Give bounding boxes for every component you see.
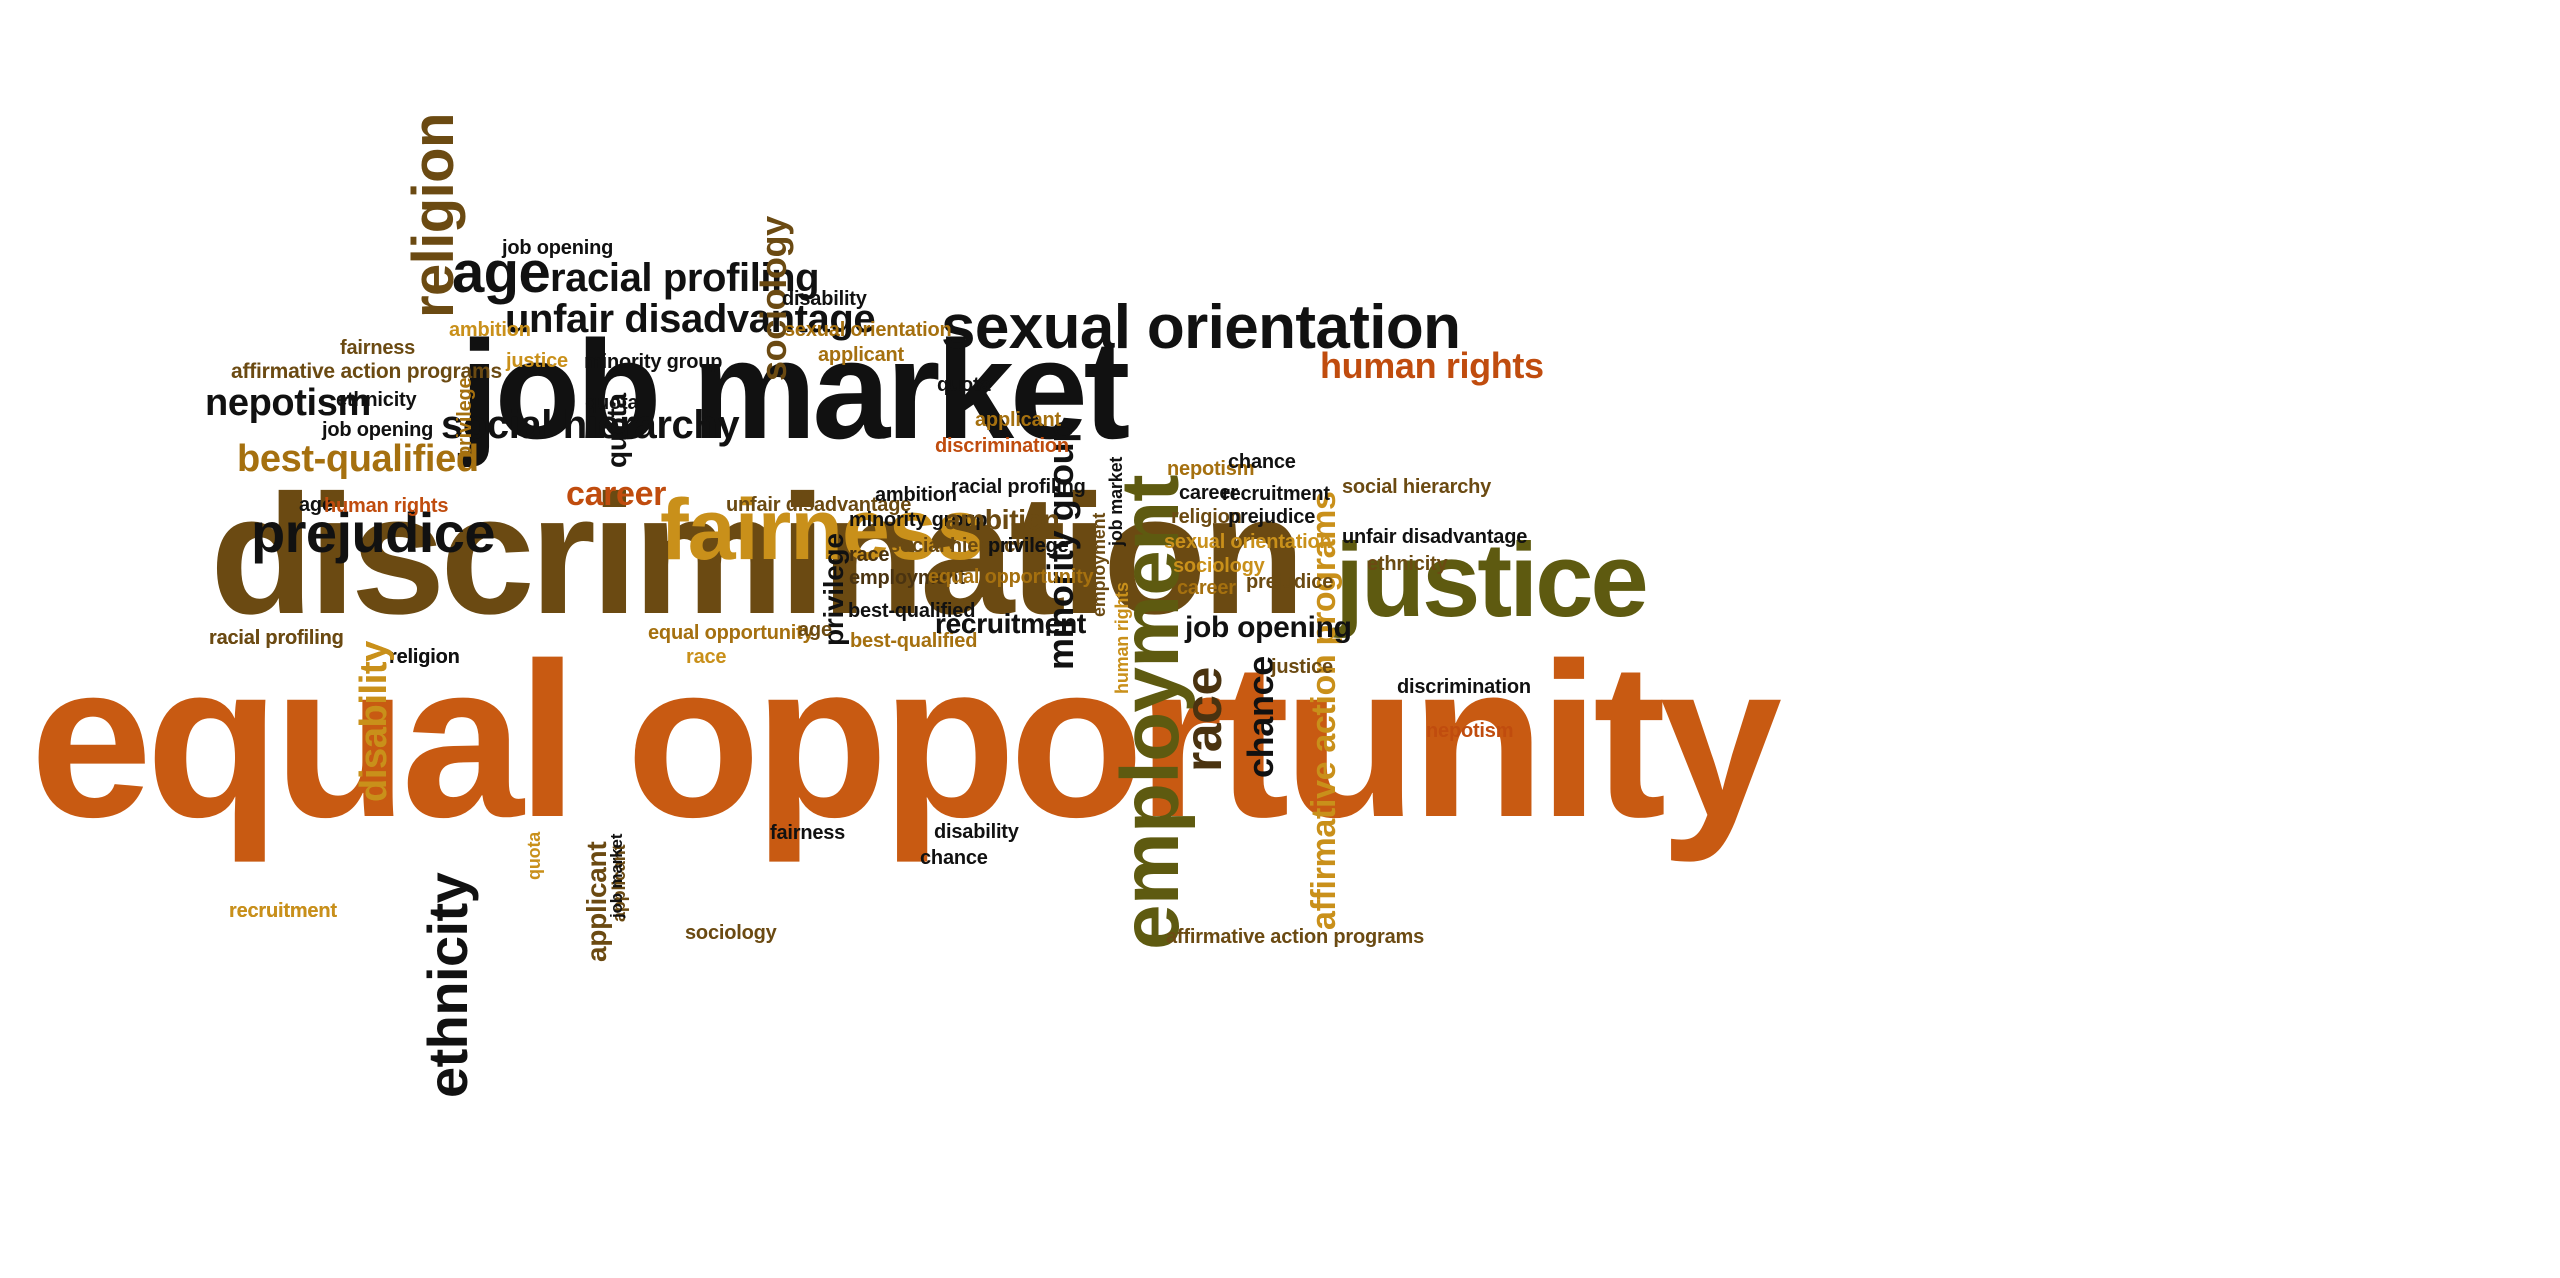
word-privilege: privilege [454, 377, 476, 458]
word-racial-profiling: racial profiling [209, 627, 344, 649]
word-unfair-disadvantage: unfair disadvantage [726, 494, 912, 516]
word-privilege: privilege [988, 535, 1069, 557]
word-privilege: privilege [988, 535, 1069, 557]
word-nepotism: nepotism [205, 382, 371, 424]
word-recruitment: recruitment [935, 608, 1086, 639]
word-chance: chance [1228, 451, 1296, 473]
word-minority-group: minority group [584, 351, 723, 373]
word-quota: quota [585, 392, 639, 414]
word-age: age [299, 494, 333, 516]
word-equal-opportunity: equal opportunity [928, 566, 1094, 588]
word-job-opening: job opening [322, 419, 434, 441]
word-affirmative-action-programs: affirmative action programs [1166, 926, 1425, 948]
word-recruitment: recruitment [229, 900, 337, 922]
word-best-qualified: best-qualified [850, 630, 978, 652]
word-racial-profiling: racial profiling [209, 627, 344, 649]
word-religion: religion [389, 646, 460, 668]
word-ambition: ambition [875, 484, 957, 506]
word-ambition: ambition [945, 504, 1060, 535]
word-job-market: job market [607, 833, 626, 918]
word-prejudice: prejudice [1228, 506, 1316, 528]
word-career: career [566, 475, 667, 513]
word-career: career [1179, 482, 1238, 504]
word-racial-profiling: racial profiling [951, 476, 1086, 498]
word-disability: disability [353, 641, 395, 802]
word-disability: disability [934, 821, 1019, 843]
word-ethnicity: ethnicity [416, 872, 479, 1098]
word-justice: justice [506, 350, 568, 372]
word-best-qualified: best-qualified [848, 600, 976, 622]
word-sexual-orientation: sexual orientation [784, 319, 952, 341]
word-chance: chance [920, 847, 988, 869]
word-fairness: fairness [660, 482, 984, 578]
word-disability: disability [782, 288, 867, 310]
word-human-rights: human rights [1112, 582, 1132, 694]
word-social-hierarchy: social hierarchy [1342, 476, 1492, 498]
word-unfair-disadvantage: unfair disadvantage [1342, 526, 1528, 548]
word-job-market: job market [1106, 456, 1126, 546]
word-race: race [1175, 667, 1233, 772]
word-recruitment: recruitment [229, 900, 337, 922]
word-quota: quota [937, 374, 991, 396]
word-discrimination: discrimination [935, 435, 1069, 457]
word-job-market: job market [460, 311, 1130, 468]
word-sexual-orientation: sexual orientation [1164, 531, 1332, 553]
word-religion: religion [389, 646, 460, 668]
word-quota: quota [524, 831, 544, 880]
word-equal-opportunity: equal opportunity [648, 622, 814, 644]
word-social-hierarchy: social hierarchy [889, 535, 1039, 557]
word-age: age [798, 619, 832, 641]
word-justice: justice [1271, 656, 1333, 678]
word-job-opening: job opening [502, 237, 614, 259]
word-ethnicity: ethnicity [336, 389, 417, 411]
word-sociology: sociology [685, 922, 777, 944]
word-race: race [849, 544, 890, 566]
word-fairness: fairness [340, 337, 416, 359]
word-affirmative-action-programs: affirmative action programs [1305, 491, 1343, 930]
word-age: age [452, 240, 551, 305]
word-social-hierarchy: social hierarchy [441, 403, 740, 447]
word-applicant: applicant [975, 409, 1061, 431]
word-ambition: ambition [945, 504, 1060, 535]
word-ambition: ambition [449, 319, 531, 341]
word-employment: employment [849, 567, 965, 589]
word-human-rights: human rights [324, 495, 449, 517]
word-minority-group: minority group [849, 509, 988, 531]
word-nepotism: nepotism [1426, 720, 1514, 742]
word-job-opening: job opening [1185, 611, 1352, 644]
word-affirmative-action-programs: affirmative action programs [231, 360, 502, 383]
word-sociology: sociology [1173, 555, 1265, 577]
word-unfair-disadvantage: unfair disadvantage [505, 297, 876, 341]
word-recruitment: recruitment [935, 608, 1086, 639]
word-sexual-orientation: sexual orientation [941, 293, 1461, 362]
word-discrimination: discrimination [1397, 676, 1531, 698]
word-discrimination: discrimination [210, 460, 1306, 650]
word-nepotism: nepotism [1167, 458, 1255, 480]
word-religion: religion [1171, 506, 1242, 528]
word-applicant: applicant [818, 344, 904, 366]
word-prejudice: prejudice [1246, 571, 1334, 593]
word-career: career [1177, 577, 1236, 599]
word-justice: justice [1335, 522, 1649, 639]
word-best-qualified: best-qualified [237, 438, 479, 480]
word-prejudice: prejudice [251, 501, 495, 564]
word-ethnicity: ethnicity [1367, 553, 1448, 575]
word-equal-opportunity: equal opportunity [30, 617, 1782, 863]
word-fairness: fairness [770, 822, 846, 844]
word-recruitment: recruitment [1222, 483, 1330, 505]
word-racial-profiling: racial profiling [550, 256, 820, 300]
word-race: race [686, 646, 727, 668]
word-human-rights: human rights [1320, 345, 1544, 386]
